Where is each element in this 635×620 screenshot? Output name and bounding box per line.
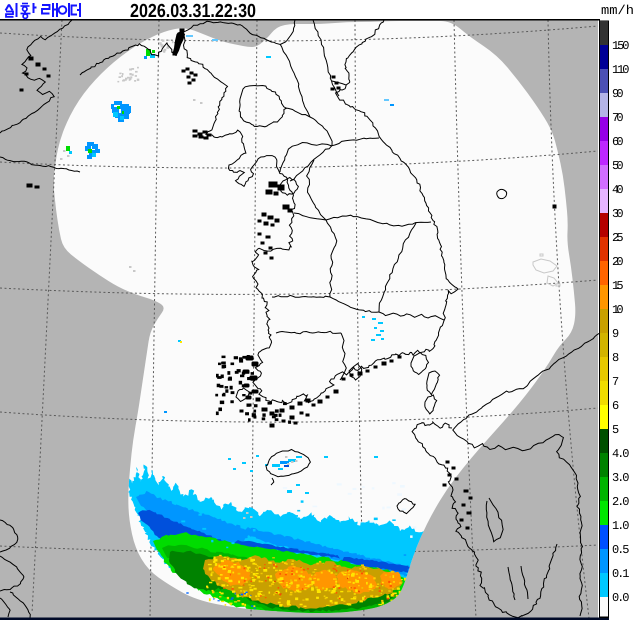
- svg-text:3.0: 3.0: [612, 471, 630, 485]
- svg-text:1.0: 1.0: [612, 519, 630, 533]
- svg-text:5: 5: [612, 423, 619, 437]
- svg-text:0.5: 0.5: [612, 543, 630, 557]
- svg-text:8: 8: [612, 351, 619, 365]
- svg-text:70: 70: [612, 111, 624, 125]
- svg-text:10: 10: [612, 303, 624, 317]
- svg-text:6: 6: [612, 399, 619, 413]
- svg-text:9: 9: [612, 327, 619, 341]
- svg-text:90: 90: [612, 87, 624, 101]
- svg-text:mm/h: mm/h: [601, 3, 634, 18]
- svg-text:15: 15: [612, 279, 624, 293]
- svg-text:0.0: 0.0: [612, 591, 630, 605]
- svg-text:0.1: 0.1: [612, 567, 630, 581]
- svg-text:50: 50: [612, 159, 624, 173]
- svg-text:110: 110: [612, 63, 630, 77]
- svg-text:30: 30: [612, 207, 624, 221]
- svg-text:2026.03.31.22:30: 2026.03.31.22:30: [130, 1, 256, 22]
- svg-text:7: 7: [612, 375, 619, 389]
- svg-text:60: 60: [612, 135, 624, 149]
- svg-text:150: 150: [612, 39, 630, 53]
- svg-text:20: 20: [612, 255, 624, 269]
- svg-text:4.0: 4.0: [612, 447, 630, 461]
- svg-text:2.0: 2.0: [612, 495, 630, 509]
- svg-text:25: 25: [612, 231, 624, 245]
- svg-text:40: 40: [612, 183, 624, 197]
